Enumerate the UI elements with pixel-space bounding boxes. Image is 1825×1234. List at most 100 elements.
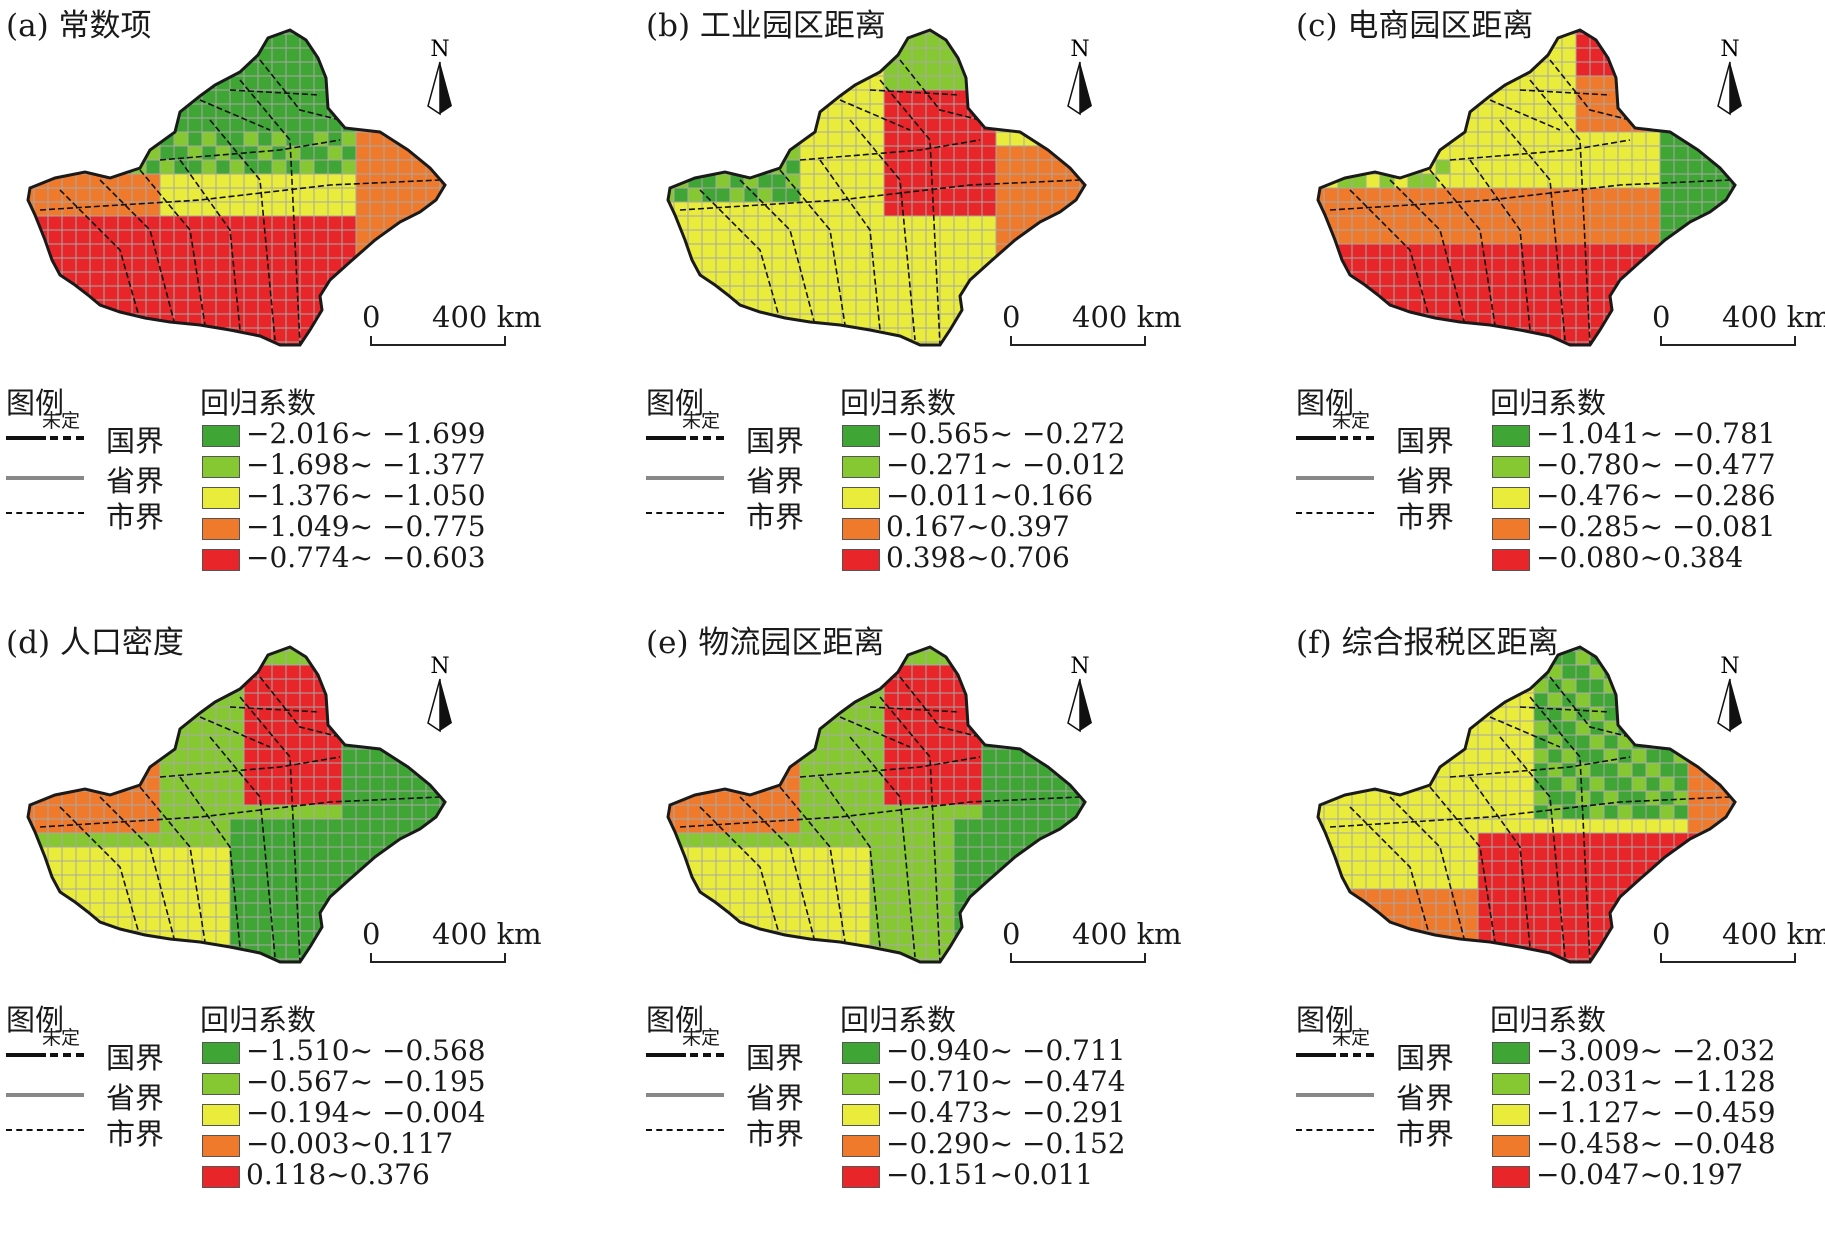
grid-cell bbox=[355, 650, 371, 666]
grid-cell bbox=[1701, 734, 1717, 750]
grid-cell bbox=[1561, 61, 1577, 77]
grid-cell bbox=[1589, 131, 1605, 147]
grid-cell bbox=[47, 832, 63, 848]
grid-cell bbox=[1491, 47, 1507, 63]
grid-cell bbox=[1435, 117, 1451, 133]
grid-cell bbox=[855, 874, 871, 890]
grid-cell bbox=[827, 61, 843, 77]
class-range: 0.118~0.376 bbox=[246, 1158, 430, 1191]
grid-cell bbox=[1421, 117, 1437, 133]
grid-cell bbox=[967, 47, 983, 63]
grid-cell bbox=[1393, 776, 1409, 792]
grid-cell bbox=[1603, 159, 1619, 175]
grid-cell bbox=[173, 748, 189, 764]
legend-class: −0.473~ −0.291 bbox=[840, 1096, 1140, 1129]
grid-cell bbox=[687, 229, 703, 245]
grid-cell bbox=[1659, 173, 1675, 189]
class-swatch bbox=[842, 549, 880, 571]
grid-cell bbox=[1561, 243, 1577, 259]
grid-cell bbox=[757, 930, 773, 946]
grid-cell bbox=[355, 61, 371, 77]
grid-cell bbox=[173, 678, 189, 694]
grid-cell bbox=[145, 271, 161, 287]
grid-cell bbox=[229, 650, 245, 666]
grid-cell bbox=[28, 874, 35, 890]
legend-class: 0.398~0.706 bbox=[840, 541, 1140, 574]
grid-cell bbox=[1323, 692, 1339, 708]
grid-cell bbox=[855, 748, 871, 764]
grid-cell bbox=[743, 117, 759, 133]
grid-cell bbox=[869, 846, 885, 862]
grid-cell bbox=[75, 257, 91, 273]
grid-cell bbox=[1477, 173, 1493, 189]
legend-class: −0.940~ −0.711 bbox=[840, 1034, 1140, 1067]
grid-cell bbox=[1645, 285, 1661, 301]
grid-cell bbox=[785, 33, 801, 49]
legend-class: −0.290~ −0.152 bbox=[840, 1127, 1140, 1160]
grid-cell bbox=[701, 706, 717, 722]
grid-cell bbox=[1421, 804, 1437, 820]
grid-cell bbox=[771, 664, 787, 680]
grid-cell bbox=[827, 271, 843, 287]
grid-cell bbox=[33, 776, 49, 792]
grid-cell bbox=[1631, 173, 1647, 189]
grid-cell bbox=[1645, 762, 1661, 778]
grid-cell bbox=[1379, 762, 1395, 778]
grid-cell bbox=[1421, 902, 1437, 918]
grid-cell bbox=[131, 61, 147, 77]
grid-cell bbox=[1617, 215, 1633, 231]
grid-cell bbox=[28, 944, 35, 960]
grid-cell bbox=[715, 664, 731, 680]
grid-cell bbox=[1729, 30, 1735, 35]
grid-cell bbox=[673, 327, 689, 343]
grid-cell bbox=[701, 285, 717, 301]
grid-cell bbox=[369, 47, 385, 63]
grid-cell bbox=[327, 145, 343, 161]
grid-cell bbox=[668, 30, 675, 35]
grid-cell bbox=[673, 804, 689, 820]
grid-cell bbox=[1491, 257, 1507, 273]
grid-cell bbox=[939, 888, 955, 904]
grid-cell bbox=[47, 61, 63, 77]
grid-cell bbox=[771, 33, 787, 49]
grid-cell bbox=[271, 61, 287, 77]
grid-cell bbox=[369, 692, 385, 708]
grid-cell bbox=[1659, 860, 1675, 876]
grid-cell bbox=[897, 818, 913, 834]
grid-cell bbox=[33, 271, 49, 287]
grid-cell bbox=[813, 75, 829, 91]
grid-cell bbox=[1009, 664, 1025, 680]
city-boundary bbox=[1469, 776, 1531, 948]
grid-cell bbox=[995, 678, 1011, 694]
grid-cell bbox=[1318, 341, 1325, 345]
grid-cell bbox=[668, 159, 675, 175]
grid-cell bbox=[1659, 257, 1675, 273]
class-swatch bbox=[842, 487, 880, 509]
grid-cell bbox=[813, 285, 829, 301]
grid-cell bbox=[341, 33, 357, 49]
grid-cell bbox=[1589, 804, 1605, 820]
grid-cell bbox=[327, 944, 343, 960]
grid-cell bbox=[1561, 678, 1577, 694]
grid-cell bbox=[995, 173, 1011, 189]
grid-cell bbox=[201, 818, 217, 834]
city-boundary-label: 市界 bbox=[1396, 500, 1455, 534]
province-boundary-label: 省界 bbox=[1396, 464, 1455, 498]
grid-cell bbox=[1435, 888, 1451, 904]
grid-cell bbox=[61, 103, 77, 119]
grid-cell bbox=[1477, 159, 1493, 175]
grid-cell bbox=[1645, 650, 1661, 666]
grid-cell bbox=[229, 173, 245, 189]
grid-cell bbox=[1009, 790, 1025, 806]
grid-cell bbox=[215, 846, 231, 862]
grid-cell bbox=[159, 103, 175, 119]
grid-cell bbox=[397, 103, 413, 119]
grid-cell bbox=[187, 790, 203, 806]
grid-cell bbox=[369, 187, 385, 203]
grid-cell bbox=[813, 860, 829, 876]
grid-cell bbox=[1449, 47, 1465, 63]
grid-cell bbox=[953, 650, 969, 666]
grid-cell bbox=[1519, 159, 1535, 175]
grid-cell bbox=[1687, 902, 1703, 918]
legend-class: 0.118~0.376 bbox=[200, 1158, 500, 1191]
